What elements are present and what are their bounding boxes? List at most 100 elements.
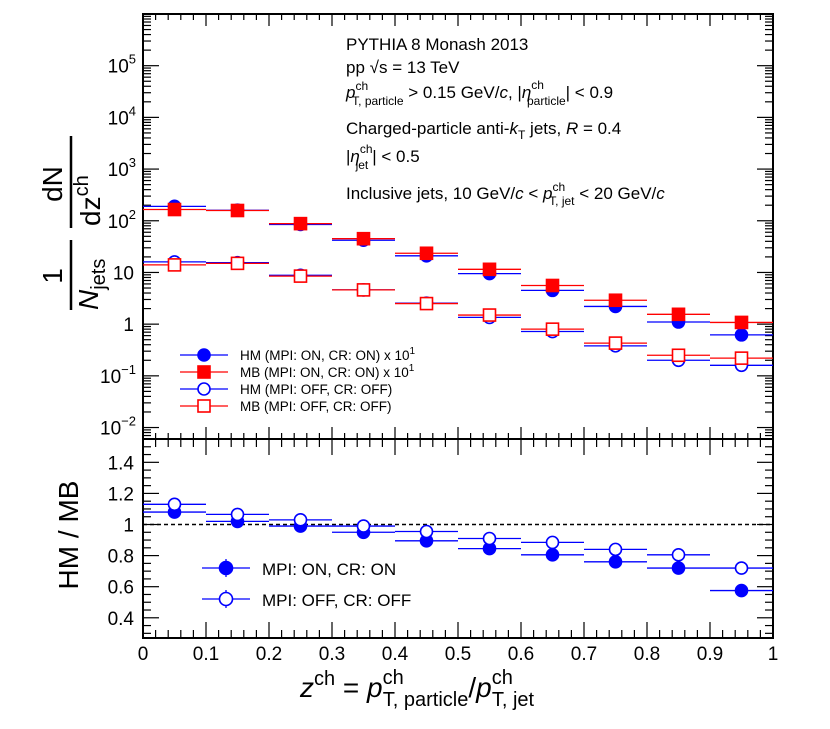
bottom-data <box>143 497 773 598</box>
legend-label: MB (MPI: OFF, CR: OFF) <box>240 399 392 414</box>
annotation-jet-algorithm: Charged-particle anti-kT jets, R = 0.4 <box>346 119 621 142</box>
y-tick-label: 105 <box>108 52 136 78</box>
legend-label: HM (MPI: OFF, CR: OFF) <box>240 382 392 397</box>
data-point <box>293 269 308 283</box>
data-point <box>608 336 623 350</box>
data-point <box>671 307 686 322</box>
legend-marker <box>197 399 211 413</box>
top-plot-frame <box>142 13 774 440</box>
x-tick-label: 0.5 <box>445 644 471 665</box>
y-label-dn: dN <box>37 166 68 202</box>
legend-marker <box>197 382 211 396</box>
y-label-dz: dzch <box>71 175 106 226</box>
y-label-njets: Njets <box>73 259 110 310</box>
annotation-jet-eta: |ηch jet | < 0.5 <box>346 142 420 172</box>
bottom-y-ticks: 0.4 0.6 0.8 1 1.2 1.4 <box>108 446 773 634</box>
data-point <box>608 293 623 308</box>
annotation: PYTHIA 8 Monash 2013 pp √s = 13 TeV pch T… <box>345 35 665 208</box>
top-y-axis-label: 1 Njets dN dzch <box>37 136 110 310</box>
x-tick-label: 0.7 <box>571 644 597 665</box>
data-point <box>356 283 371 297</box>
data-point <box>167 202 182 217</box>
data-point <box>734 351 749 365</box>
data-point <box>482 531 497 546</box>
y-tick-label: 10−1 <box>100 362 136 388</box>
annotation-energy: pp √s = 13 TeV <box>346 58 460 77</box>
legend-marker <box>218 560 234 576</box>
bottom-panel: 0.40.60.811.21.4 0 0.1 0.2 0.3 0.4 0.5 0.6 0.7 0… <box>53 438 779 711</box>
y-tick-label: 0.8 <box>108 547 134 568</box>
y-tick-label: 1.4 <box>108 453 135 474</box>
data-point <box>167 497 182 512</box>
data-point <box>419 296 434 311</box>
legend-label: MPI: ON, CR: ON <box>262 560 396 579</box>
x-tick-label: 0.1 <box>193 644 219 665</box>
annotation-generator: PYTHIA 8 Monash 2013 <box>346 35 528 54</box>
bottom-legend: MPI: ON, CR: ON MPI: OFF, CR: OFF <box>202 559 411 610</box>
data-point <box>230 256 245 271</box>
y-tick-label: 1 <box>123 315 134 336</box>
top-panel: 10−2 10−1 1 10 102 103 104 105 PYTHIA 8 Monash … <box>37 13 774 440</box>
ratio-series-2 <box>143 497 773 575</box>
data-point <box>482 308 497 322</box>
data-point <box>671 561 686 575</box>
data-point <box>545 548 560 562</box>
y-tick-label: 103 <box>108 155 136 181</box>
top-y-ticks: 10−2 10−1 1 10 102 103 104 105 <box>100 14 774 440</box>
data-point <box>230 507 245 522</box>
legend-label: HM (MPI: ON, CR: ON) x 101 <box>240 346 416 363</box>
data-point <box>356 231 371 246</box>
data-point <box>167 258 182 272</box>
data-point <box>293 216 308 231</box>
legend-marker <box>197 348 211 362</box>
x-tick-label: 0.3 <box>319 644 345 665</box>
annotation-particle-cuts: pch T, particle > 0.15 GeV/c, |ηch particl… <box>345 78 613 108</box>
y-label-one: 1 <box>37 268 68 284</box>
x-tick-label: 0.4 <box>382 644 409 665</box>
x-axis-label: zch = pch T, particle/pch T, jet <box>299 667 535 711</box>
x-tick-label: 0.6 <box>508 644 534 665</box>
x-tick-label: 0.8 <box>634 644 660 665</box>
legend-marker <box>218 591 234 607</box>
data-point <box>734 328 749 342</box>
y-tick-label: 0.4 <box>108 609 135 630</box>
y-tick-label: 1 <box>123 516 134 537</box>
x-tick-label: 1 <box>768 644 779 665</box>
series-4 <box>143 256 773 365</box>
data-point <box>671 548 686 562</box>
data-point <box>734 315 749 330</box>
y-tick-label: 102 <box>108 207 136 233</box>
data-point <box>293 513 308 527</box>
data-point <box>419 524 434 539</box>
data-point <box>608 555 623 569</box>
data-point <box>734 561 749 575</box>
data-point <box>734 583 749 598</box>
data-point <box>671 348 686 363</box>
top-data <box>143 199 773 373</box>
data-point <box>545 322 560 336</box>
x-tick-label: 0.9 <box>697 644 723 665</box>
data-point <box>419 246 434 261</box>
data-point <box>230 203 245 218</box>
data-point <box>545 535 560 550</box>
y-tick-label: 10 <box>113 263 134 284</box>
data-point <box>482 262 497 277</box>
x-tick-label: 0 <box>138 644 149 665</box>
y-tick-label: 10−2 <box>100 414 136 440</box>
bottom-y-axis-label: HM / MB <box>53 481 84 590</box>
data-point <box>356 519 371 533</box>
data-point <box>545 278 560 293</box>
y-tick-label: 1.2 <box>108 484 134 505</box>
legend-label: MB (MPI: ON, CR: ON) x 101 <box>240 363 415 380</box>
data-point <box>608 542 623 557</box>
y-tick-label: 104 <box>108 103 136 129</box>
series-2 <box>143 202 773 330</box>
bottom-x-ticks: 0 0.1 0.2 0.3 0.4 0.5 0.6 0.7 0.8 0.9 1 <box>138 439 779 665</box>
annotation-jet-pt-range: Inclusive jets, 10 GeV/c < pch T, jet < 2… <box>346 180 665 208</box>
y-tick-label: 0.6 <box>108 578 134 599</box>
legend-label: MPI: OFF, CR: OFF <box>262 591 411 610</box>
legend-marker <box>197 365 211 379</box>
x-tick-label: 0.2 <box>256 644 282 665</box>
